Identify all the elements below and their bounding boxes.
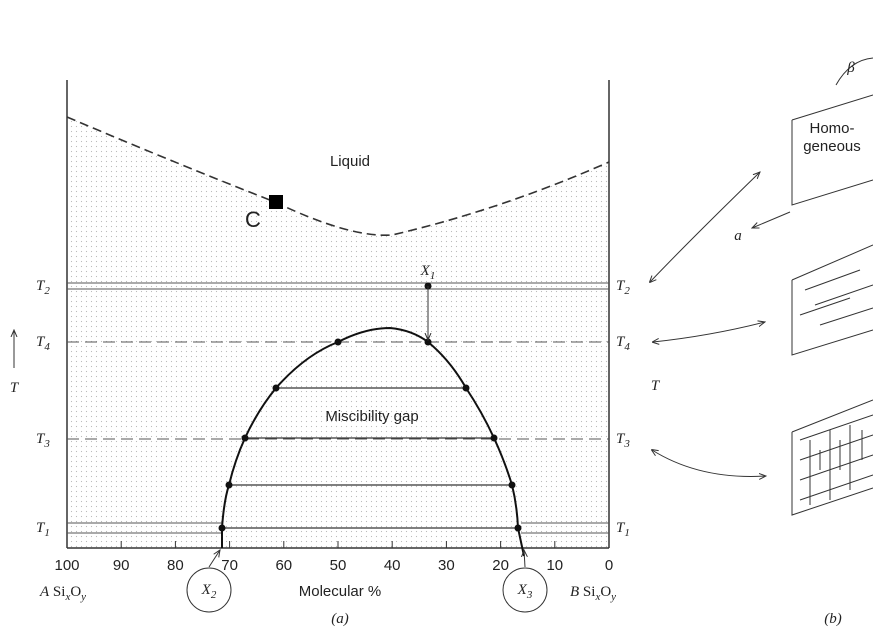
point-label: C (245, 207, 261, 232)
tick-label: 80 (167, 557, 184, 574)
state-line-1: Homo- (809, 120, 854, 137)
gap-label: Miscibility gap (325, 408, 418, 425)
part: Si (53, 584, 66, 600)
sub: 2 (44, 285, 50, 297)
tick-label: 40 (384, 557, 401, 574)
sub: 3 (526, 589, 533, 601)
part: O (600, 584, 611, 600)
angle-label: β (846, 60, 855, 76)
x3-label: X3 (517, 582, 533, 601)
box-lines (800, 270, 873, 325)
arrow-t4 (653, 322, 765, 342)
arrow-t3 (652, 450, 766, 476)
state-line-2: geneous (803, 138, 861, 155)
direction-label: a (734, 228, 742, 244)
tick-label: 50 (330, 557, 347, 574)
tick-label: 100 (54, 557, 79, 574)
tick-label: 10 (546, 557, 563, 574)
part: O (70, 584, 81, 600)
box-bricks (792, 400, 873, 515)
prefix: B (570, 584, 579, 600)
caption-a: (a) (331, 611, 349, 627)
sub: 1 (430, 270, 436, 282)
prefix: A (39, 584, 50, 600)
level-label-left: T4 (36, 334, 50, 353)
tick-label: 70 (221, 557, 238, 574)
sub: 2 (211, 589, 217, 601)
level-label-right: T3 (616, 431, 630, 450)
tick-label: 60 (275, 557, 292, 574)
direction-arrow (752, 212, 790, 228)
level-label-left: T2 (36, 278, 50, 297)
level-label-right: T1 (616, 520, 630, 539)
part: y (80, 591, 86, 603)
part: y (610, 591, 616, 603)
liquid-label: Liquid (330, 153, 370, 170)
t-axis-right: T (651, 378, 661, 394)
x-title: Molecular % (299, 583, 382, 600)
point-c (269, 195, 283, 209)
x2-arrow (209, 550, 220, 567)
tick-label: 90 (113, 557, 130, 574)
x2-label: X2 (201, 582, 217, 601)
sub: 1 (624, 527, 630, 539)
stipple (67, 117, 609, 548)
figure: C Liquid Miscibility gap T2T2T4T4T3T3T1T… (0, 0, 873, 632)
caption-b: (b) (824, 611, 842, 627)
level-label-left: T3 (36, 431, 50, 450)
t-axis-left: T (10, 380, 20, 396)
end-right: B SixOy (570, 584, 616, 603)
tick-label: 0 (605, 557, 613, 574)
box-separating (792, 245, 873, 355)
level-label-right: T4 (616, 334, 630, 353)
tick-label: 20 (492, 557, 509, 574)
x3-arrow (524, 550, 525, 567)
sub: 2 (624, 285, 630, 297)
sub: 1 (44, 527, 50, 539)
level-label-right: T2 (616, 278, 630, 297)
tick-label: 30 (438, 557, 455, 574)
sub: 4 (624, 341, 630, 353)
sub: 3 (43, 438, 50, 450)
part: Si (583, 584, 596, 600)
end-left: A SixOy (39, 584, 86, 603)
sub: 3 (623, 438, 630, 450)
sub: 4 (44, 341, 50, 353)
level-label-left: T1 (36, 520, 50, 539)
arrow-t2 (650, 172, 760, 282)
